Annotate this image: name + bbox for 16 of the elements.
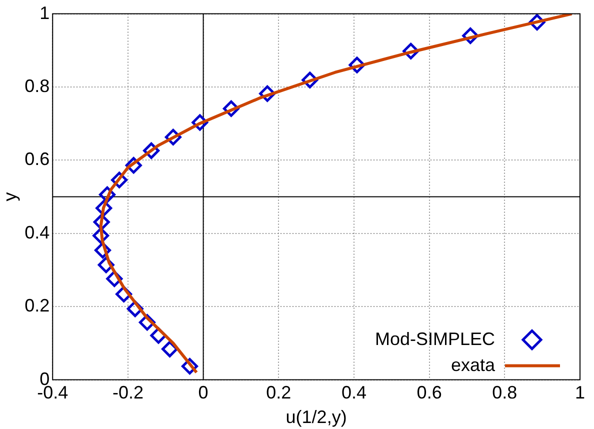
x-tick-label: 0.8 xyxy=(492,382,518,403)
x-tick-label: -0.2 xyxy=(112,382,144,403)
x-tick-label: 0 xyxy=(198,382,208,403)
x-tick-label: 0.6 xyxy=(416,382,442,403)
x-tick-label: 1 xyxy=(574,382,586,403)
x-axis-title: u(1/2,y) xyxy=(286,407,347,428)
x-tick-label: 0.4 xyxy=(341,382,366,403)
y-tick-label: 0.6 xyxy=(24,149,50,170)
y-tick-label: 0.4 xyxy=(24,222,50,242)
legend-label: exata xyxy=(450,354,496,375)
y-tick-label: 0.8 xyxy=(24,76,50,96)
y-tick-label: 1 xyxy=(40,2,50,23)
y-axis-title: y xyxy=(0,192,20,202)
y-tick-label: 0.2 xyxy=(24,296,50,316)
x-tick-label: 0.2 xyxy=(266,382,292,403)
legend-label: Mod-SIMPLEC xyxy=(374,328,495,349)
